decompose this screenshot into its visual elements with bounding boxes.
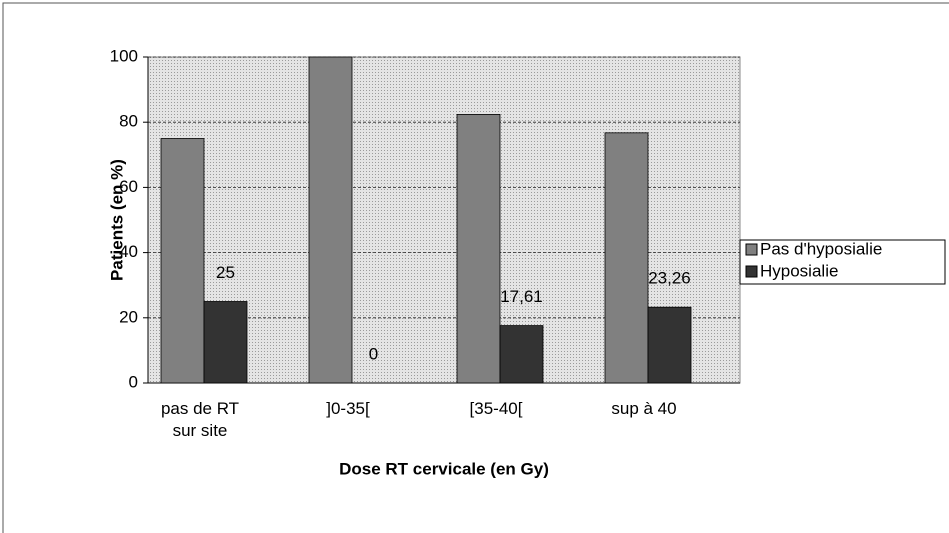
y-tick-label: 80	[119, 112, 138, 131]
legend-swatch	[745, 265, 758, 278]
x-tick-label: sup à 40	[611, 399, 677, 418]
legend-label: Hyposialie	[760, 261, 838, 280]
bar	[499, 325, 544, 384]
bar	[203, 301, 248, 384]
x-tick-label: [35-40[	[469, 399, 523, 418]
bar	[604, 132, 649, 384]
x-tick-label: ]0-35[	[326, 399, 370, 418]
x-axis-title: Dose RT cervicale (en Gy)	[339, 459, 549, 478]
y-tick-label: 40	[119, 242, 138, 261]
data-label: 23,26	[648, 269, 691, 288]
data-label: 17,61	[500, 287, 543, 306]
legend-box	[739, 239, 946, 285]
y-tick-label: 60	[119, 177, 138, 196]
y-tick-label: 100	[110, 46, 138, 65]
data-label: 0	[369, 344, 378, 363]
x-tick-label: pas de RT sur site	[160, 399, 240, 440]
bar	[647, 306, 692, 384]
bar	[308, 56, 353, 384]
y-axis-title: Patients (en %)	[107, 159, 126, 281]
bar	[160, 138, 205, 384]
data-label: 25	[216, 263, 235, 282]
y-tick-label: 0	[129, 372, 138, 391]
bar	[456, 114, 501, 384]
legend-label: Pas d'hyposialie	[760, 239, 882, 258]
y-tick-label: 20	[119, 307, 138, 326]
legend-swatch	[745, 243, 758, 256]
